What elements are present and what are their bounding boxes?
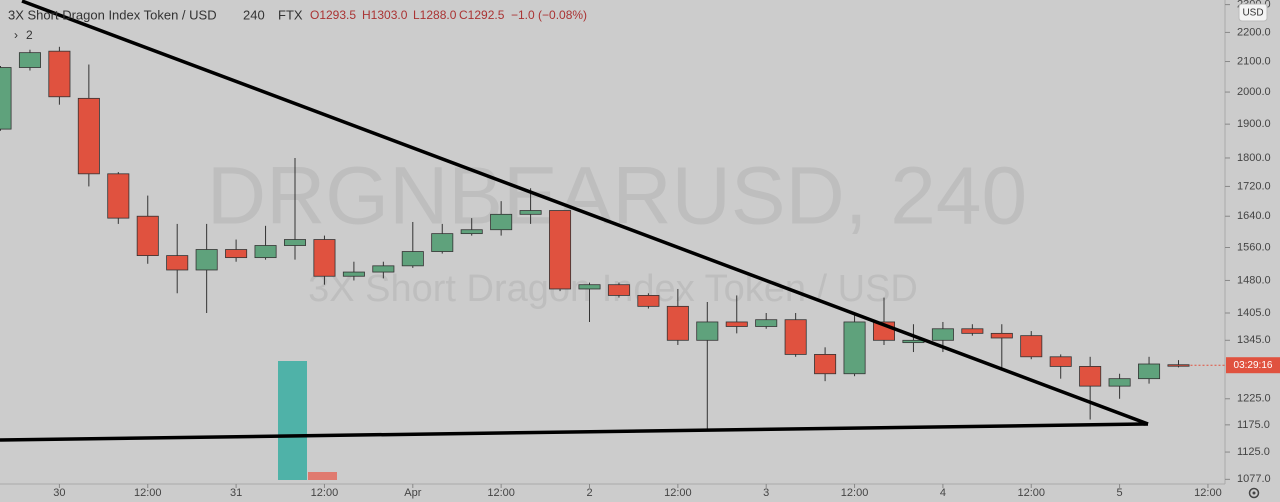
candle-body (1079, 366, 1102, 387)
currency[interactable]: USD (1242, 8, 1263, 19)
volume-bar (308, 472, 337, 480)
y-tick-label: 1640.0 (1237, 210, 1271, 222)
y-tick-label: 1175.0 (1237, 419, 1270, 431)
symbol: 3X Short Dragon Index Token / USD (8, 7, 217, 22)
candle-body (166, 255, 189, 271)
y-tick-label: 2000.0 (1237, 86, 1271, 98)
candle-body (1108, 378, 1131, 387)
x-tick-label: 2 (586, 487, 592, 499)
x-tick-label: 12:00 (487, 487, 515, 499)
interval: 240 (243, 7, 265, 22)
candle-body (254, 245, 277, 259)
candle-body (961, 328, 984, 334)
candle-body (490, 213, 513, 231)
candle-body (549, 210, 572, 290)
candle-body (696, 321, 719, 341)
candle-body (784, 319, 807, 355)
plot (0, 46, 1225, 431)
ohlc-low: L1288.0 (413, 8, 457, 22)
candle-body (77, 97, 100, 175)
candle-body (1138, 363, 1161, 380)
x-tick-label: 12:00 (134, 487, 162, 499)
candle-body (372, 265, 395, 273)
countdown-box (1226, 357, 1280, 374)
y-tick-label: 2100.0 (1237, 55, 1271, 67)
volume-bar (278, 361, 307, 480)
candle-body (401, 251, 424, 267)
candle-body (931, 328, 954, 341)
y-tick-label: 1077.0 (1237, 473, 1271, 485)
y-tick-label: 2200.0 (1237, 26, 1271, 38)
candle-body (342, 271, 365, 277)
candle-body (1049, 356, 1072, 367)
gear-center[interactable] (1252, 491, 1256, 495)
x-tick-label: 12:00 (311, 487, 339, 499)
y-tick-label: 1480.0 (1237, 274, 1271, 286)
x-tick-label: 12:00 (1017, 487, 1045, 499)
watermark: DRGNBEARUSD, 240 (207, 151, 1027, 242)
x-tick-label: Apr (404, 487, 421, 499)
x-tick-label: 12:00 (841, 487, 869, 499)
x-tick-label: 5 (1117, 487, 1123, 499)
candle-body (195, 249, 218, 271)
candle-body (519, 210, 542, 215)
indicator-count[interactable]: 2 (26, 28, 33, 42)
countdown: 03:29:16 (1234, 360, 1273, 371)
y-tick-label: 1900.0 (1237, 118, 1271, 130)
trend-line (0, 422, 1149, 442)
x-tick-label: 12:00 (664, 487, 692, 499)
exchange: FTX (278, 7, 303, 22)
gear[interactable] (1248, 487, 1260, 499)
y-tick-label: 1720.0 (1237, 180, 1271, 192)
candle-body (107, 173, 130, 219)
change: −1.0 (−0.08%) (511, 8, 587, 22)
x-tick-label: 4 (940, 487, 946, 499)
candle-body (48, 50, 71, 98)
candle-body (666, 305, 689, 341)
y-tick-label: 1345.0 (1237, 334, 1271, 346)
y-tick-label: 1800.0 (1237, 152, 1271, 164)
y-tick-label: 1560.0 (1237, 241, 1271, 253)
currency-button[interactable] (1238, 3, 1268, 22)
y-tick-label: 1125.0 (1237, 446, 1270, 458)
candle-body (431, 233, 454, 252)
trend-line (21, 0, 1149, 426)
candle-body (136, 215, 159, 256)
candle-body (283, 239, 307, 246)
y-tick-label: 1405.0 (1237, 307, 1271, 319)
x-tick-label: 12:00 (1194, 487, 1222, 499)
x-tick-label: 30 (53, 487, 65, 499)
candle-body (725, 321, 748, 327)
candle-body (902, 339, 925, 344)
ohlc-high: H1303.0 (362, 8, 408, 22)
candle-body (843, 321, 866, 375)
candle-body (990, 332, 1013, 339)
settings-icon[interactable] (1248, 487, 1260, 499)
candle-body (578, 284, 601, 290)
candle-body (460, 229, 483, 235)
candle-body (637, 295, 660, 307)
candle-body (0, 67, 12, 130)
candle-body (225, 249, 248, 259)
candle-body (607, 284, 630, 296)
indicator-toggle[interactable]: › (14, 28, 18, 42)
ohlc-open: O1293.5 (310, 8, 356, 22)
candle-body (1020, 335, 1043, 358)
candle-body (18, 52, 41, 68)
ohlc-close: C1292.5 (459, 8, 505, 22)
x-tick-label: 31 (230, 487, 242, 499)
candle-body (1167, 364, 1190, 367)
candle-body (814, 354, 837, 375)
x-tick-label: 3 (763, 487, 769, 499)
candle-body (755, 319, 778, 327)
y-tick-label: 1225.0 (1237, 393, 1271, 405)
candle-body (313, 239, 336, 277)
